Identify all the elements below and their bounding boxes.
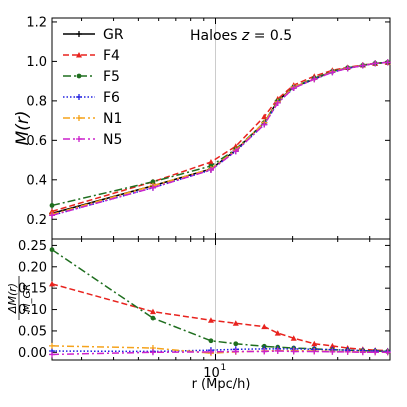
bottom-point-f4-1 [149,308,156,315]
legend-marker-f5 [76,73,82,79]
bottom-y-tick-label-5: 0.25 [18,239,47,254]
top-point-n5-0 [49,212,55,219]
top-y-axis-label: M(r) [13,111,33,146]
legend-marker-gr [76,31,82,37]
top-point-n5-7 [311,76,318,83]
legend-marker-n1 [76,115,82,121]
top-point-n5-2 [207,166,214,173]
bottom-point-n5-8 [329,348,336,355]
legend-label-f6: F6 [103,90,120,106]
top-series-n5 [49,59,391,219]
top-point-n5-12 [384,59,391,66]
bottom-point-n5-12 [384,349,391,356]
x-tick-label-10: 10 [203,366,220,381]
top-point-f4-2 [207,159,214,165]
top-y-tick-label-2: 0.6 [26,134,47,149]
bottom-point-f4-0 [49,280,55,287]
bottom-point-f4-7 [311,340,318,347]
top-point-n5-1 [149,184,156,191]
top-y-tick-label-3: 0.8 [26,94,47,109]
top-point-f5-1 [150,179,156,185]
bottom-panel-frame [51,238,391,361]
top-point-f4-4 [261,113,268,120]
bottom-point-n5-5 [274,348,281,355]
top-panel: 0.2 0.4 0.6 0.8 1.0 1.2 M(r) Haloes z = 0.5 G… [13,15,391,240]
top-point-f4-0 [49,208,55,214]
legend-label-n5: N5 [103,132,122,148]
top-y-tick-label-1: 0.4 [26,173,47,188]
bottom-ylabel-numerator: ΔM(r) [6,283,19,314]
top-series-layer [49,59,391,219]
legend-marker-f6 [76,94,82,100]
top-y-tick-label-5: 1.2 [26,15,47,30]
legend-marker-n5 [76,136,82,142]
bottom-y-tick-label-4: 0.20 [18,260,47,275]
bottom-point-n5-7 [311,348,318,355]
bottom-point-f5-0 [49,247,55,253]
top-annotation-variable: z [241,28,250,44]
top-point-n5-3 [232,148,239,155]
legend-label-f5: F5 [103,69,120,85]
top-y-tick-label-0: 0.2 [26,213,47,228]
bottom-point-n1-0 [49,342,55,349]
bottom-y-tick-label-2: 0.10 [18,303,47,318]
bottom-point-n5-3 [232,348,239,355]
top-y-tick-label-4: 1.0 [26,55,47,70]
bottom-point-f4-5 [274,330,281,336]
top-point-n5-6 [290,85,297,92]
legend-label-f4: F4 [103,48,120,64]
bottom-point-f4-3 [232,320,239,326]
bottom-y-tick-label-0: 0.00 [18,346,47,361]
bottom-point-f5-1 [150,315,156,321]
bottom-point-n5-10 [359,349,366,356]
bottom-point-n5-0 [49,351,55,358]
top-point-f5-0 [49,203,55,208]
bottom-ylabel-denominator: M_GR [22,284,33,312]
top-y-ticks: 0.2 0.4 0.6 0.8 1.0 1.2 [26,15,390,239]
bottom-point-f4-6 [290,335,297,341]
bottom-y-tick-label-3: 0.15 [18,282,47,297]
bottom-series-n5 [49,348,391,358]
bottom-point-f4-2 [207,317,214,323]
top-annotation: Haloes z = 0.5 [190,28,292,44]
bottom-x-ticks: 10 1 [203,363,226,381]
legend-marker-f4 [76,52,82,58]
bottom-point-f5-2 [208,338,214,344]
bottom-y-tick-label-1: 0.05 [18,324,47,339]
top-point-n5-11 [372,60,379,67]
bottom-y-ticks: 0.00 0.05 0.10 0.15 0.20 0.25 [18,239,390,361]
bottom-point-n5-6 [290,348,297,355]
bottom-series-layer [49,247,391,358]
bottom-point-f4-4 [261,323,268,330]
bottom-point-n5-2 [207,348,214,355]
bottom-point-n5-9 [344,348,351,355]
top-annotation-prefix: Haloes [190,28,242,44]
bottom-point-f4-8 [329,342,336,349]
legend: GR F4 F5 F6 N1 N5 [63,27,124,148]
top-point-n5-5 [274,99,281,106]
top-point-n5-10 [359,62,366,69]
bottom-point-n5-4 [261,348,268,355]
bottom-y-axis-label: ΔM(r) M_GR [6,276,33,320]
bottom-point-f5-3 [233,341,239,347]
top-point-n5-9 [344,65,351,72]
x-tick-label-10-exponent: 1 [220,363,226,373]
legend-label-n1: N1 [103,111,122,127]
bottom-panel: 0.000.050.100.150.200.25 ΔM(r) M_GR 10 1 … [6,238,391,392]
legend-label-gr: GR [103,27,124,43]
top-point-n5-4 [261,121,268,128]
bottom-point-n5-11 [372,349,379,356]
bottom-x-axis-label: r (Mpc/h) [192,377,251,392]
top-point-n5-8 [329,69,336,76]
bottom-point-n5-1 [149,349,156,356]
top-annotation-suffix: = 0.5 [249,28,292,44]
